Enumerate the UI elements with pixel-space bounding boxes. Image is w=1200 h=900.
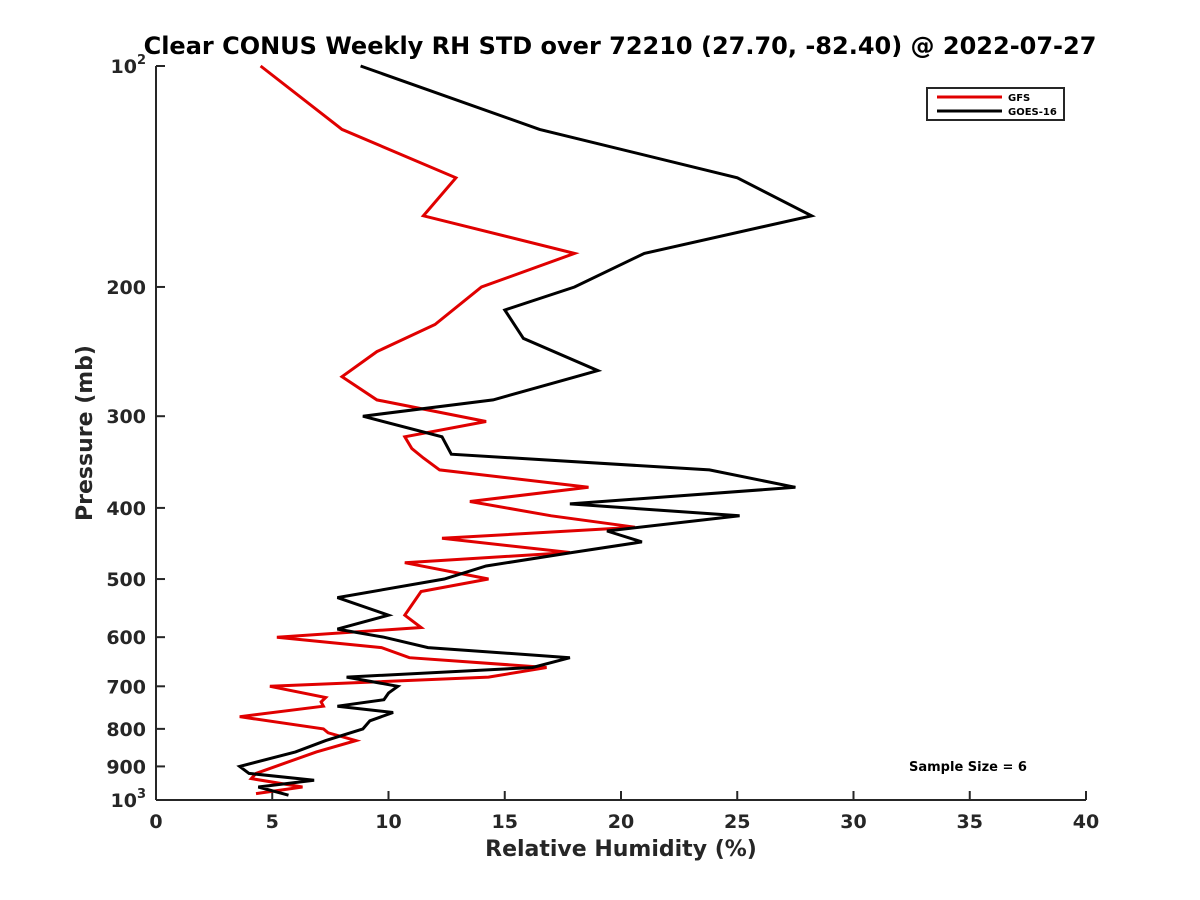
- y-tick-label: 900: [106, 756, 146, 778]
- y-tick-label: 800: [106, 719, 146, 741]
- legend-box: [926, 87, 1065, 121]
- x-tick-label: 15: [492, 811, 518, 833]
- x-tick-label: 25: [724, 811, 750, 833]
- legend-entry-gfs: GFS: [1008, 93, 1030, 104]
- y-tick-label: 700: [106, 676, 146, 698]
- y-tick-label: 300: [106, 406, 146, 428]
- y-axis-ticks: 102 200 300 400 500 600 700 800 900 103: [106, 53, 165, 812]
- legend: GFS GOES-16: [926, 87, 1065, 121]
- y-tick-label: 500: [106, 569, 146, 591]
- x-tick-label: 10: [375, 811, 401, 833]
- x-tick-label: 35: [957, 811, 983, 833]
- x-tick-label: 5: [266, 811, 279, 833]
- series-line-goes-16: [236, 64, 816, 797]
- x-tick-label: 20: [608, 811, 634, 833]
- chart-title: Clear CONUS Weekly RH STD over 72210 (27…: [144, 32, 1097, 60]
- x-tick-label: 40: [1073, 811, 1099, 833]
- y-tick-label: 600: [106, 627, 146, 649]
- legend-entry-goes-16: GOES-16: [1008, 107, 1057, 118]
- series-line-gfs: [239, 64, 636, 796]
- y-axis-label: Pressure (mb): [73, 345, 98, 521]
- x-tick-label: 30: [840, 811, 866, 833]
- series-lines: [236, 64, 816, 797]
- x-tick-label: 0: [149, 811, 162, 833]
- plot-area: [155, 66, 1086, 801]
- y-tick-label: 400: [106, 498, 146, 520]
- x-axis-ticks: 0 5 10 15 20 25 30 35 40: [149, 791, 1099, 833]
- sample-size-annotation: Sample Size = 6: [909, 760, 1027, 775]
- y-tick-label: 102: [111, 53, 147, 78]
- y-tick-label: 103: [111, 787, 147, 812]
- y-tick-label: 200: [106, 277, 146, 299]
- x-axis-label: Relative Humidity (%): [485, 837, 757, 862]
